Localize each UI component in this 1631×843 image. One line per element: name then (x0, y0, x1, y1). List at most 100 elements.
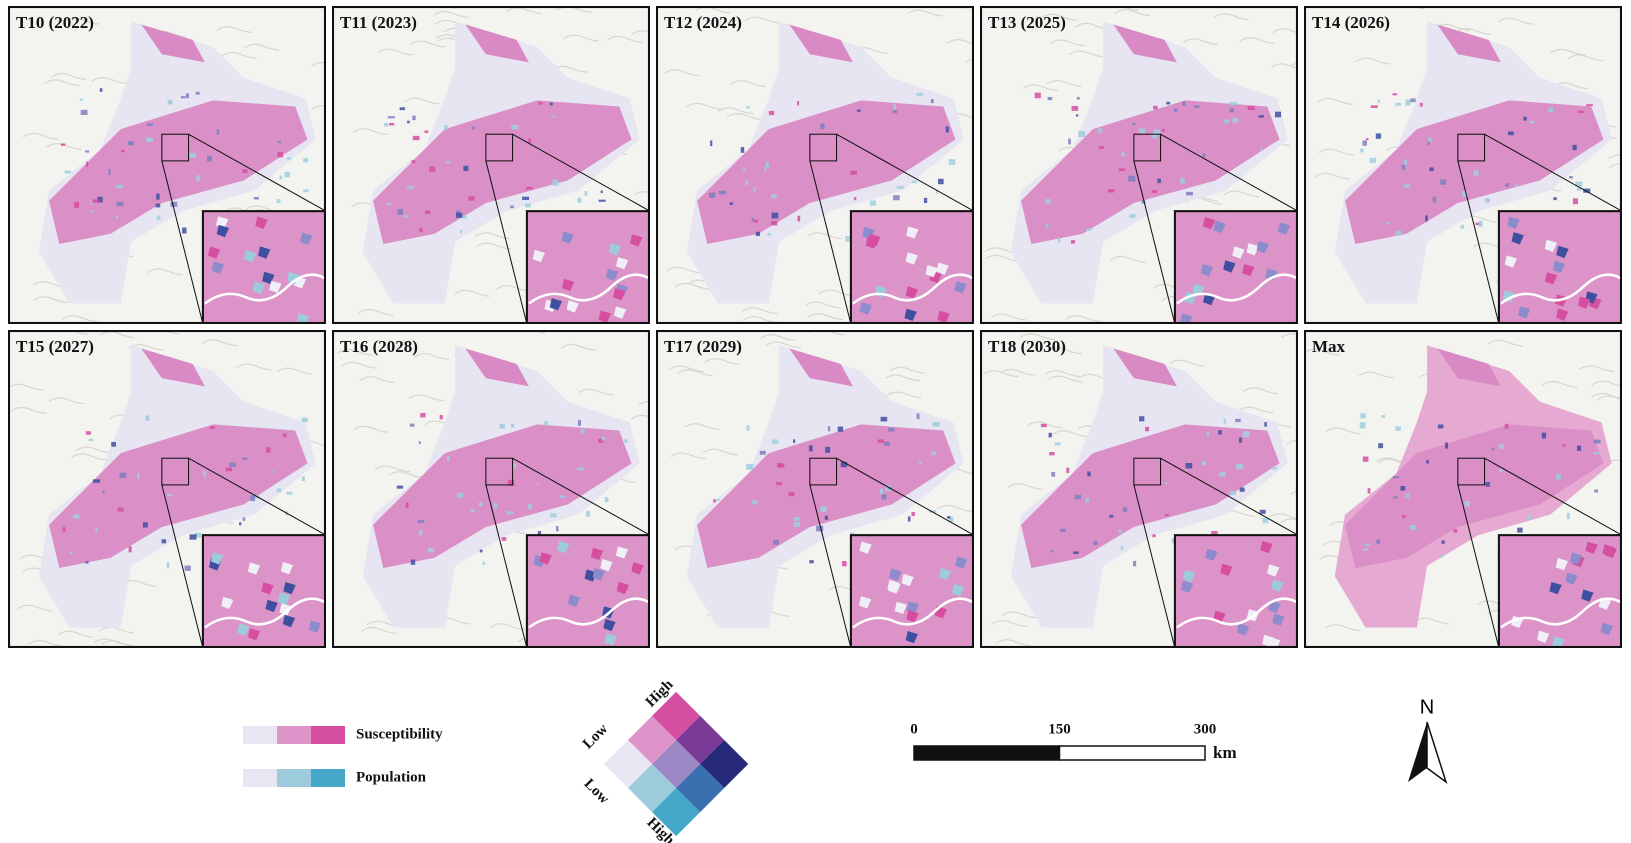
patch (1152, 534, 1155, 537)
patch (89, 439, 94, 441)
patch (842, 561, 847, 566)
patch (1433, 197, 1436, 203)
patch (1376, 133, 1381, 138)
patch (302, 418, 308, 422)
map-panel (8, 6, 347, 326)
patch (1542, 433, 1546, 439)
patch (181, 96, 186, 98)
patch (480, 550, 483, 553)
patch (1378, 100, 1380, 104)
patch (746, 425, 749, 430)
patch (1370, 158, 1376, 163)
patch (229, 463, 236, 467)
patch (1060, 529, 1066, 532)
patch (277, 488, 282, 492)
legend-label: Population (356, 769, 427, 785)
patch (398, 209, 403, 215)
patch (446, 161, 451, 163)
patch (577, 198, 581, 203)
patch (1368, 488, 1371, 493)
patch (710, 140, 712, 146)
patch (1528, 514, 1531, 520)
patch (1454, 529, 1458, 533)
patch (413, 136, 420, 140)
patch (1203, 153, 1206, 157)
patch (1230, 108, 1234, 112)
patch (1041, 424, 1047, 427)
patch (1152, 190, 1157, 193)
patch (528, 504, 532, 509)
patch (1162, 129, 1166, 132)
patch (1485, 482, 1489, 487)
patch (226, 468, 232, 472)
patch (1567, 513, 1570, 519)
patch (90, 210, 93, 212)
patch (129, 546, 132, 552)
patch (1166, 102, 1170, 105)
north-arrow-right (1427, 722, 1446, 782)
patch (1183, 101, 1186, 106)
patch (137, 473, 139, 479)
patch (286, 492, 292, 495)
patch (1218, 430, 1222, 434)
bivariate-label: Low (580, 721, 611, 752)
patch (1259, 115, 1264, 117)
patch (1404, 160, 1407, 165)
legend-swatch (311, 769, 345, 787)
patch (456, 213, 462, 218)
legend-swatch (243, 726, 277, 744)
patch (1243, 431, 1250, 437)
scale-tick-label: 150 (1048, 721, 1071, 737)
patch (303, 189, 309, 192)
patch (145, 416, 149, 421)
patch (1376, 539, 1380, 543)
patch (146, 137, 153, 142)
patch (186, 93, 189, 98)
patch (1086, 228, 1091, 231)
patch (444, 125, 447, 130)
patch (946, 126, 949, 132)
patch (1186, 463, 1193, 468)
patch (447, 456, 449, 461)
panel-title: Max (1312, 337, 1346, 356)
patch (584, 191, 587, 196)
patch (624, 439, 627, 442)
patch (389, 123, 394, 126)
patch (550, 513, 556, 517)
patch (1051, 472, 1055, 477)
patch (203, 471, 206, 477)
patch (196, 175, 200, 180)
patch (109, 169, 111, 175)
legend-swatch (277, 726, 311, 744)
hillshade (1620, 428, 1631, 434)
patch (820, 123, 824, 129)
patch (794, 517, 800, 521)
patch (1578, 111, 1585, 113)
patch (888, 428, 894, 432)
patch (1145, 427, 1149, 431)
patch (816, 526, 823, 532)
patch (460, 230, 462, 233)
patch (1235, 419, 1241, 422)
patch (1236, 464, 1243, 470)
patch (552, 115, 555, 117)
patch (143, 522, 148, 527)
patch (100, 88, 102, 92)
patch (1050, 550, 1052, 552)
patch (400, 107, 405, 110)
patch (550, 103, 553, 106)
patch (797, 101, 799, 105)
patch (1035, 93, 1041, 99)
patch (1076, 114, 1078, 116)
patch (302, 476, 305, 481)
patch (931, 451, 936, 455)
patch (1360, 149, 1363, 153)
patch (156, 194, 159, 200)
patch (277, 199, 281, 203)
patch (828, 426, 830, 431)
patch (1530, 121, 1535, 124)
patch (1400, 486, 1405, 491)
patch (425, 211, 430, 214)
patch (1232, 118, 1238, 123)
patch (746, 106, 750, 108)
